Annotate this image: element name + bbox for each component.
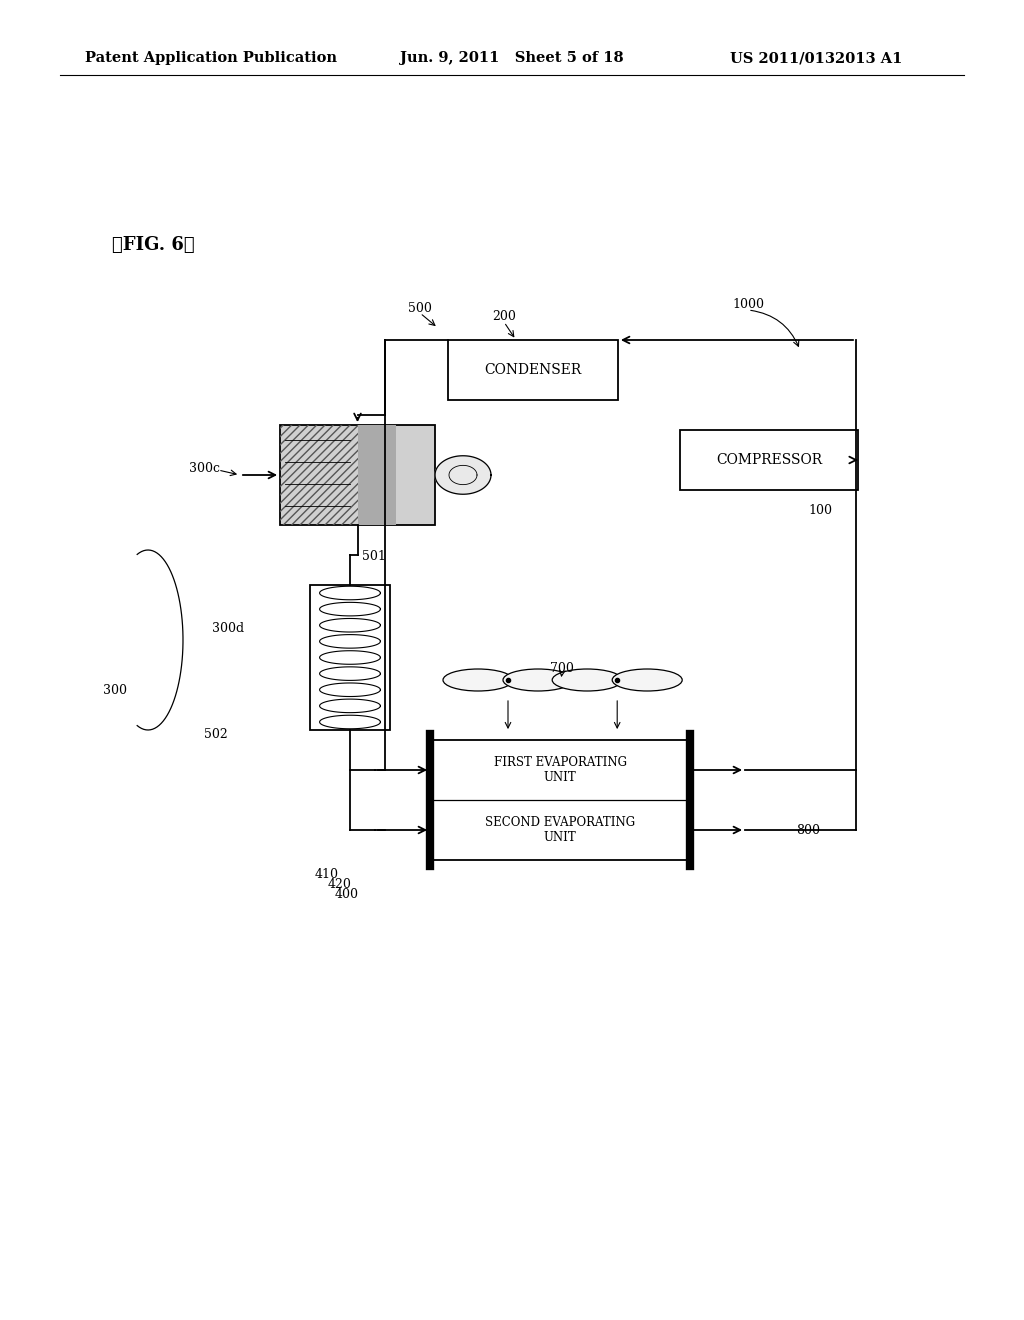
Text: 501: 501 bbox=[362, 550, 386, 564]
Text: Patent Application Publication: Patent Application Publication bbox=[85, 51, 337, 65]
Bar bbox=[680, 430, 858, 490]
Polygon shape bbox=[435, 455, 490, 494]
Text: 1000: 1000 bbox=[732, 298, 764, 312]
Text: 400: 400 bbox=[335, 888, 359, 902]
Text: 300c: 300c bbox=[189, 462, 220, 474]
Text: 500: 500 bbox=[408, 301, 432, 314]
Text: COMPRESSOR: COMPRESSOR bbox=[716, 453, 822, 467]
Text: 【FIG. 6】: 【FIG. 6】 bbox=[112, 236, 195, 253]
Text: CONDENSER: CONDENSER bbox=[484, 363, 582, 378]
Text: SECOND EVAPORATING
UNIT: SECOND EVAPORATING UNIT bbox=[485, 816, 635, 843]
Text: FIRST EVAPORATING
UNIT: FIRST EVAPORATING UNIT bbox=[494, 756, 627, 784]
Bar bbox=[430, 741, 690, 861]
Text: 100: 100 bbox=[808, 503, 831, 516]
Text: 502: 502 bbox=[204, 729, 228, 742]
Text: 300: 300 bbox=[103, 684, 127, 697]
Text: 420: 420 bbox=[328, 879, 352, 891]
Text: 300d: 300d bbox=[212, 622, 244, 635]
Bar bbox=[357, 425, 396, 525]
Bar bbox=[280, 425, 435, 525]
Text: 410: 410 bbox=[315, 869, 339, 882]
Ellipse shape bbox=[443, 669, 513, 690]
Bar bbox=[449, 341, 618, 400]
Text: US 2011/0132013 A1: US 2011/0132013 A1 bbox=[730, 51, 902, 65]
Text: 700: 700 bbox=[550, 661, 573, 675]
Ellipse shape bbox=[552, 669, 623, 690]
Bar bbox=[310, 585, 390, 730]
Bar bbox=[280, 425, 357, 525]
Ellipse shape bbox=[503, 669, 573, 690]
Text: 200: 200 bbox=[493, 310, 516, 323]
Text: Jun. 9, 2011   Sheet 5 of 18: Jun. 9, 2011 Sheet 5 of 18 bbox=[400, 51, 624, 65]
Text: 800: 800 bbox=[796, 824, 820, 837]
Ellipse shape bbox=[612, 669, 682, 690]
